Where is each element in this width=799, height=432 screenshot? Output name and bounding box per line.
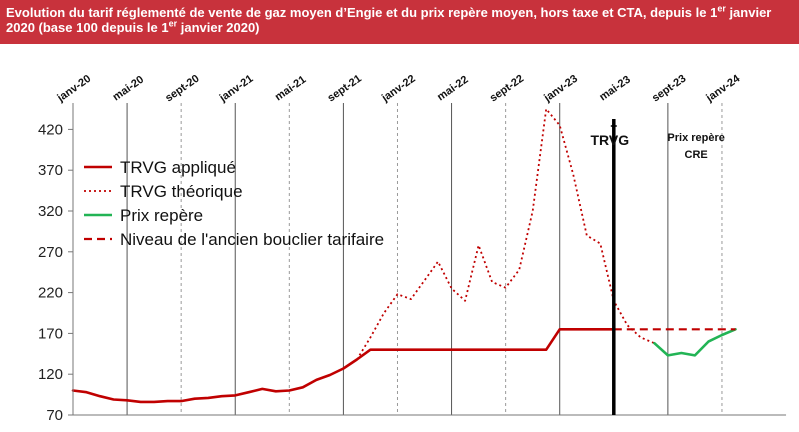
x-tick-label: mai-20 [111,74,146,104]
series-line-0 [71,328,616,404]
legend-label-1: TRVG théorique [120,182,243,201]
y-tick-label: 320 [38,203,63,220]
y-tick-label: 170 [38,325,63,342]
y-tick-label: 70 [46,407,63,424]
x-tick-label: sept-20 [163,73,201,105]
x-tick-label: sept-22 [488,73,526,105]
y-tick-label: 120 [38,366,63,383]
y-tick-label: 270 [38,244,63,261]
annotation-prix-repere: Prix repère [667,132,724,144]
line-chart: janv-20 mai-20 sept-20 janv-21 mai-21 sept-21… [38,72,787,424]
annotation-cre: CRE [685,149,708,161]
y-tick-label: 220 [38,285,63,302]
x-tick-label: janv-23 [541,73,580,105]
annotation-trvg: TRVG [590,132,629,148]
x-tick-label: mai-23 [597,74,632,104]
x-tick-label: janv-20 [54,73,93,105]
series-line-1 [356,108,655,360]
y-tick-label: 370 [38,162,63,179]
series-line-2 [653,328,737,357]
x-tick-label: sept-21 [325,73,363,105]
x-tick-label: janv-21 [217,73,256,105]
legend-label-3: Niveau de l'ancien bouclier tarifaire [120,230,384,249]
x-tick-label: mai-22 [435,74,470,104]
legend-label-0: TRVG appliqué [120,158,236,177]
y-tick-label: 420 [38,121,63,138]
x-tick-label: mai-21 [273,74,308,104]
x-tick-label: sept-23 [650,73,688,105]
chart-title: Evolution du tarif réglementé de vente d… [0,0,799,44]
x-tick-label: janv-22 [379,73,418,105]
legend-label-2: Prix repère [120,206,203,225]
x-tick-label: janv-24 [703,72,742,105]
